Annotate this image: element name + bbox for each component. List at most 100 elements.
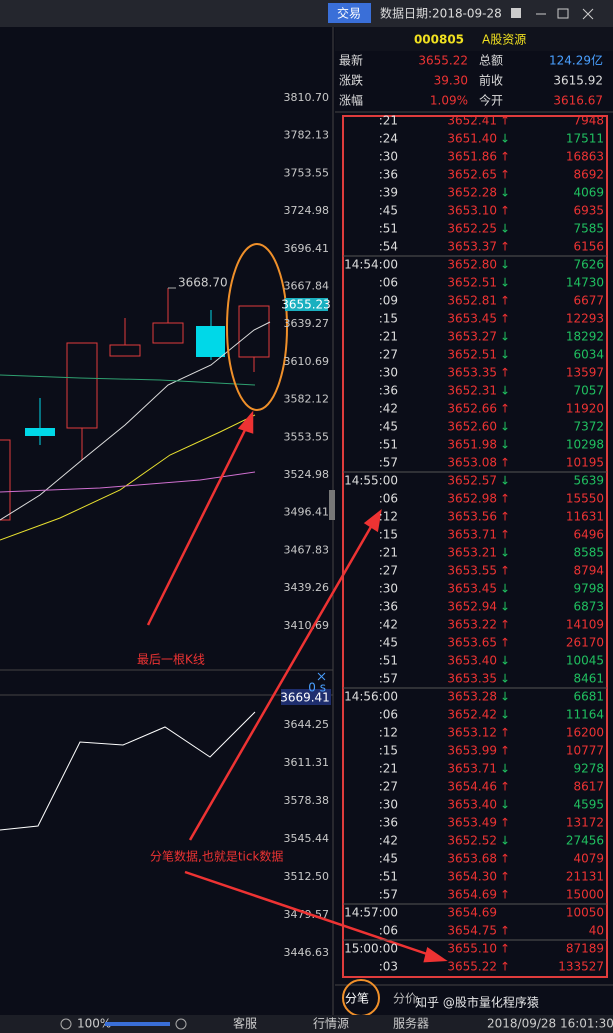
tick-volume: 7057 <box>573 384 604 398</box>
tick-price: 3653.35 <box>447 672 497 686</box>
tick-volume: 4595 <box>573 798 604 812</box>
tick-time: :36 <box>379 600 398 614</box>
zoom-out[interactable] <box>60 1018 72 1030</box>
tick-price: 3652.98 <box>447 492 497 506</box>
quote-value: 39.30 <box>434 74 468 88</box>
tick-direction: ↓ <box>500 798 510 812</box>
tick-price: 3652.60 <box>447 420 497 434</box>
tick-volume: 133527 <box>558 960 604 974</box>
tick-time: :27 <box>379 780 398 794</box>
tick-price: 3652.65 <box>447 168 497 182</box>
tick-volume: 40 <box>589 924 604 938</box>
tick-volume: 8585 <box>573 546 604 560</box>
top-bar <box>0 0 613 27</box>
tick-direction: ↓ <box>500 834 510 848</box>
candle <box>25 428 55 436</box>
tick-volume: 15550 <box>566 492 604 506</box>
tick-direction: ↓ <box>500 708 510 722</box>
tick-direction: ↓ <box>500 258 510 272</box>
close-icon[interactable] <box>317 672 326 681</box>
tick-time: :21 <box>379 330 398 344</box>
icon-shirt[interactable] <box>511 8 521 18</box>
server[interactable]: 服务器 <box>393 1016 429 1031</box>
tick-time: :21 <box>379 762 398 776</box>
candlesticks <box>0 287 270 521</box>
zoom-slider[interactable] <box>105 1022 170 1026</box>
axis-label: 3578.38 <box>284 794 330 807</box>
tick-time: 14:57:00 <box>344 906 398 920</box>
tick-price: 3652.31 <box>447 384 497 398</box>
watermark: 知乎 @股市量化程序猿 <box>415 995 539 1010</box>
tick-time: :15 <box>379 312 398 326</box>
tick-price: 3651.98 <box>447 438 497 452</box>
quote-source[interactable]: 行情源 <box>313 1017 349 1031</box>
tick-time: :57 <box>379 888 398 902</box>
ma-line-pink <box>0 471 256 493</box>
tab[interactable]: 分笔 <box>345 991 369 1006</box>
tick-time: :12 <box>379 510 398 524</box>
tick-volume: 21131 <box>566 870 604 884</box>
tick-direction: ↓ <box>500 222 510 236</box>
tick-time: 14:54:00 <box>344 258 398 272</box>
tick-time: :15 <box>379 528 398 542</box>
tick-direction: ↓ <box>500 600 510 614</box>
tick-volume: 14730 <box>566 276 604 290</box>
tick-price: 3653.71 <box>447 528 497 542</box>
axis-label: 3667.84 <box>284 280 330 293</box>
tick-time: :03 <box>379 960 398 974</box>
tick-price: 3654.75 <box>447 924 497 938</box>
splitter-handle[interactable] <box>329 490 335 520</box>
tick-price: 3652.42 <box>447 708 497 722</box>
tick-direction: ↓ <box>500 348 510 362</box>
data-date: 数据日期:2018-09-28 <box>380 6 502 21</box>
tick-price: 3652.57 <box>447 474 497 488</box>
tick-direction: ↓ <box>500 762 510 776</box>
tick-volume: 18292 <box>566 330 604 344</box>
tick-direction: ↑ <box>500 294 510 308</box>
arrow <box>188 524 374 841</box>
tick-volume: 7585 <box>573 222 604 236</box>
tick-time: :21 <box>379 114 398 128</box>
trade-button[interactable] <box>328 3 371 23</box>
tick-volume: 10045 <box>566 654 604 668</box>
tick-price: 3655.22 <box>447 960 497 974</box>
tick-price: 3654.30 <box>447 870 497 884</box>
tick-price: 3651.40 <box>447 132 497 146</box>
quote-value: 3655.22 <box>418 54 468 68</box>
tick-price: 3653.56 <box>447 510 497 524</box>
tick-volume: 10777 <box>566 744 604 758</box>
tick-time: :21 <box>379 546 398 560</box>
tick-volume: 16863 <box>566 150 604 164</box>
tick-direction: ↑ <box>500 510 510 524</box>
tick-volume: 6681 <box>573 690 604 704</box>
tick-price: 3653.12 <box>447 726 497 740</box>
tick-direction: ↑ <box>500 366 510 380</box>
quote-value: 3615.92 <box>553 74 603 88</box>
tick-time: :42 <box>379 618 398 632</box>
tick-volume: 9798 <box>573 582 604 596</box>
tab[interactable]: 分价 <box>393 992 417 1006</box>
tick-direction: ↑ <box>500 960 510 974</box>
tick-direction: ↑ <box>500 780 510 794</box>
trade-button-label[interactable]: 交易 <box>337 6 361 21</box>
support[interactable]: 客服 <box>233 1016 257 1031</box>
icon-restore[interactable] <box>557 8 569 19</box>
tick-time: :51 <box>379 870 398 884</box>
tick-volume: 4069 <box>573 186 604 200</box>
zoom: 100% <box>77 1017 111 1031</box>
tick-time: :06 <box>379 924 398 938</box>
tick-direction: ↓ <box>500 186 510 200</box>
zoom-in[interactable] <box>175 1018 187 1030</box>
quote-label: 总额 <box>479 54 503 68</box>
tick-price: 3654.69 <box>447 888 497 902</box>
tick-time: :30 <box>379 582 398 596</box>
axis-label: 3724.98 <box>284 204 330 217</box>
tick-price: 3653.37 <box>447 240 497 254</box>
quote-value: 1.09% <box>430 94 468 108</box>
tick-time: :36 <box>379 168 398 182</box>
tick-time: :51 <box>379 654 398 668</box>
icon-close[interactable] <box>582 8 594 20</box>
quote-label: 今开 <box>479 93 503 108</box>
quote-value: 124.29亿 <box>549 53 603 68</box>
price-tag <box>285 298 328 311</box>
